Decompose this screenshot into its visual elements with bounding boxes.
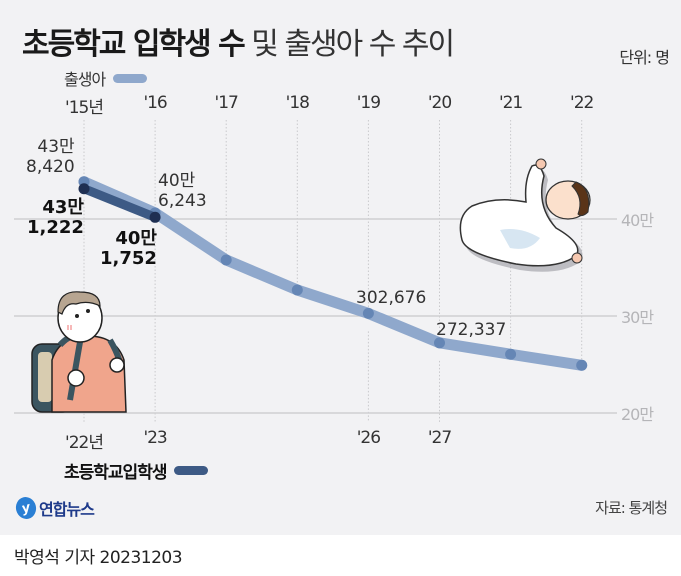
source-label: 자료: 통계청 [595, 499, 668, 517]
births-point [505, 348, 517, 360]
legend-births-swatch [113, 73, 148, 83]
x-tick-label-bottom: '27 [427, 428, 452, 448]
yonhap-logo: y 연합뉴스 [13, 494, 95, 522]
entrants-point [149, 211, 161, 223]
entrants-line [79, 184, 160, 222]
x-tick-label-top: '18 [285, 93, 310, 113]
births-point [576, 359, 588, 371]
births-value-label: 272,337 [436, 320, 507, 340]
baby-illustration [459, 158, 591, 272]
y-tick-label: 20만 [621, 405, 654, 424]
x-tick-label-top: '19 [356, 93, 381, 113]
births-point [291, 284, 303, 296]
legend-entrants: 초등학교입학생 [64, 458, 209, 483]
births-point [434, 337, 445, 349]
x-tick-label-top: '20 [427, 93, 452, 113]
births-value-label: 40만 6,243 [158, 171, 207, 211]
chart-title: 초등학교 입학생 수 및 출생아 수 추이 [22, 19, 455, 63]
byline: 박영석 기자 20231203 [14, 548, 183, 568]
births-line [78, 176, 588, 371]
x-tick-label-top: '21 [498, 93, 523, 113]
baby-icon [459, 158, 591, 272]
entrants-value-label: 43만 1,222 [27, 197, 84, 238]
entrants-value-label: 40만 1,752 [100, 228, 157, 269]
y-tick-label: 30만 [621, 308, 654, 327]
births-value-label: 302,676 [356, 288, 427, 308]
x-tick-label-top: '22 [570, 93, 594, 113]
legend-births-label: 출생아 [64, 70, 106, 89]
title-bold: 초등학교 입학생 수 [22, 27, 246, 62]
x-tick-label-top: '17 [214, 93, 239, 113]
x-tick-label-top: '16 [143, 93, 167, 113]
births-point [220, 254, 232, 266]
legend-entrants-label: 초등학교입학생 [64, 463, 167, 483]
x-tick-label-bottom: '23 [143, 428, 167, 448]
legend-entrants-swatch [174, 466, 209, 475]
infographic-card: 초등학교 입학생 수 및 출생아 수 추이 단위: 명 출생아 40만 30만 20… [0, 0, 681, 535]
line-chart [14, 120, 617, 422]
births-value-label: 43만 8,420 [26, 137, 75, 177]
x-tick-label-bottom: '26 [356, 428, 381, 448]
schoolchild-icon [31, 291, 127, 413]
x-tick-label-bottom: '22년 [65, 433, 104, 453]
yonhap-logo-icon: y [13, 494, 39, 522]
title-light: 및 출생아 수 추이 [243, 27, 455, 62]
y-tick-label: 40만 [621, 211, 654, 230]
yonhap-logo-text: 연합뉴스 [39, 500, 95, 519]
x-tick-label-top: '15년 [65, 98, 104, 118]
unit-label: 단위: 명 [619, 48, 670, 67]
schoolchild-illustration [31, 291, 127, 413]
legend-births: 출생아 [64, 66, 148, 90]
births-point [362, 307, 374, 319]
entrants-point [78, 183, 90, 195]
